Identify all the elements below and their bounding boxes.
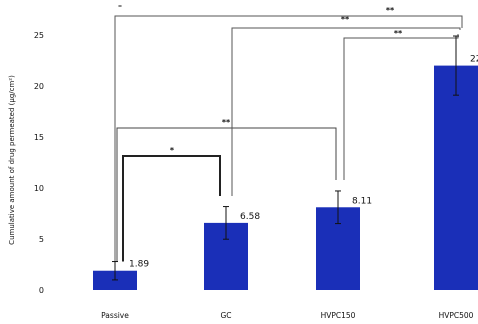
significance-bracket [122,155,221,262]
significance-bracket [114,15,463,262]
significance-label: * [170,146,175,155]
y-axis-title-group: Cumulative amount of drug permeated (µg/… [8,75,16,245]
bracket-line [122,155,221,262]
category-label: HVPC150 [321,311,356,320]
significance-label: – [118,1,122,10]
significance-bracket [116,127,337,262]
error-bar [223,206,229,240]
y-tick-label: 20 [34,82,44,91]
bar [434,65,478,290]
bracket-line [114,15,463,262]
error-bar [335,190,341,225]
y-tick-label: 0 [39,286,44,295]
value-labels: 1.89 6.58 8.11 22 [129,55,478,270]
y-tick-label: 5 [39,235,44,244]
significance-label: ** [394,29,403,38]
category-label: Passive [101,311,129,320]
error-bar [112,261,118,281]
bracket-line [231,27,461,196]
bars [93,65,478,290]
y-tick-label: 15 [34,133,44,142]
significance-label: ** [386,6,395,15]
y-tick-label: 25 [34,31,44,40]
significance-brackets: *********– [114,1,463,262]
y-axis-ticks: 0 5 10 15 20 25 [34,31,44,295]
category-label: GC [220,311,231,320]
value-label: 1.89 [129,260,149,270]
value-label: 6.58 [240,212,260,222]
value-label: 8.11 [352,196,372,206]
category-labels: Passive GC HVPC150 HVPC500 [101,311,474,320]
significance-label: ** [222,118,231,127]
value-label: 22 [470,55,478,65]
error-bars [112,35,459,281]
bracket-line [116,127,337,262]
category-label: HVPC500 [439,311,474,320]
significance-bracket [231,27,461,196]
error-bar [453,35,459,96]
significance-label: ** [341,15,350,24]
y-axis-title: Cumulative amount of drug permeated (µg/… [8,75,16,245]
y-tick-label: 10 [34,184,44,193]
